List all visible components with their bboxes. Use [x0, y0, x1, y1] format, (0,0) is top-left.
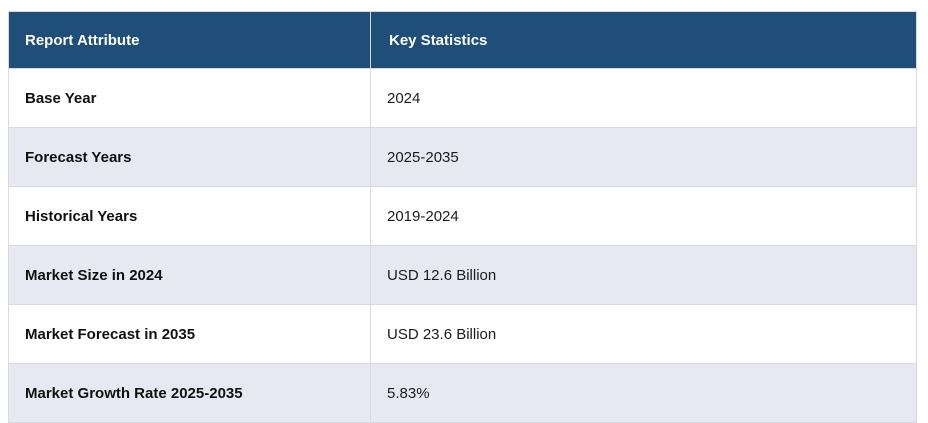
value-cell: 2019-2024 — [370, 186, 917, 246]
header-row: Report Attribute Key Statistics — [8, 11, 917, 69]
table-row-market-size: Market Size in 2024 USD 12.6 Billion — [8, 245, 917, 305]
attribute-cell: Historical Years — [8, 186, 371, 246]
table-row-base-year: Base Year 2024 — [8, 68, 917, 128]
value-cell: USD 23.6 Billion — [370, 304, 917, 364]
table-row-market-forecast: Market Forecast in 2035 USD 23.6 Billion — [8, 304, 917, 364]
column-header-key-statistics: Key Statistics — [370, 11, 917, 69]
report-statistics-table-container: Report Attribute Key Statistics Base Yea… — [8, 11, 917, 423]
attribute-cell: Market Growth Rate 2025-2035 — [8, 363, 371, 423]
table-body: Base Year 2024 Forecast Years 2025-2035 … — [8, 68, 917, 423]
attribute-cell: Market Forecast in 2035 — [8, 304, 371, 364]
attribute-cell: Base Year — [8, 68, 371, 128]
attribute-cell: Forecast Years — [8, 127, 371, 187]
column-header-report-attribute: Report Attribute — [8, 11, 371, 69]
table-row-forecast-years: Forecast Years 2025-2035 — [8, 127, 917, 187]
attribute-cell: Market Size in 2024 — [8, 245, 371, 305]
value-cell: 2024 — [370, 68, 917, 128]
table-header: Report Attribute Key Statistics — [8, 11, 917, 69]
table-row-historical-years: Historical Years 2019-2024 — [8, 186, 917, 246]
table-row-market-growth-rate: Market Growth Rate 2025-2035 5.83% — [8, 363, 917, 423]
value-cell: 5.83% — [370, 363, 917, 423]
value-cell: 2025-2035 — [370, 127, 917, 187]
value-cell: USD 12.6 Billion — [370, 245, 917, 305]
report-statistics-table: Report Attribute Key Statistics Base Yea… — [8, 11, 917, 423]
